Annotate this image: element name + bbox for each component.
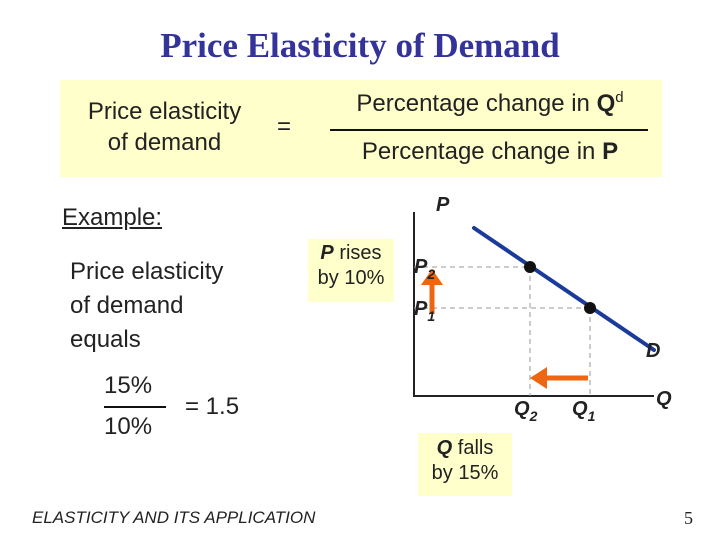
quantity-falls-callout: Q falls by 15% — [418, 433, 512, 496]
point-p1-q1 — [584, 302, 596, 314]
q2-base: Q — [514, 398, 530, 420]
example-heading: Example: — [62, 204, 163, 231]
example-denominator: 10% — [104, 413, 153, 440]
slide-footer: ELASTICITY AND ITS APPLICATION — [32, 508, 316, 527]
y-axis-label: P — [436, 194, 450, 216]
numerator-var: Q — [596, 90, 616, 117]
denominator-text: Percentage change in — [361, 138, 603, 165]
example-fraction-line — [104, 406, 166, 408]
q1-label: Q1 — [572, 398, 596, 424]
formula-equals: = — [277, 113, 292, 140]
quantity-callout-text: falls — [452, 437, 494, 459]
q2-label: Q2 — [514, 398, 538, 424]
formula-fraction-line — [330, 129, 648, 131]
formula-label-line2: of demand — [107, 129, 222, 156]
slide-title: Price Elasticity of Demand — [160, 26, 560, 65]
price-rises-callout: P rises by 10% — [308, 239, 394, 302]
q1-base: Q — [572, 398, 588, 420]
example-line1: Price elasticity — [70, 258, 224, 285]
denominator-var: P — [602, 138, 619, 165]
example-line2: of demand — [70, 292, 184, 319]
page-number: 5 — [684, 508, 693, 528]
formula-numerator: Percentage change in Qd — [330, 89, 650, 118]
example-line3: equals — [70, 326, 141, 353]
numerator-sup: d — [615, 89, 624, 106]
demand-label: D — [646, 340, 660, 362]
quantity-callout-var: Q — [436, 437, 453, 459]
x-axis-label: Q — [656, 388, 672, 410]
numerator-text: Percentage change in — [356, 90, 597, 117]
price-up-arrow-head — [421, 269, 443, 285]
example-numerator: 15% — [104, 372, 153, 399]
p2-label: P2 — [414, 256, 435, 282]
example-result: = 1.5 — [185, 393, 240, 420]
formula-box — [60, 80, 662, 177]
quantity-callout-line2: by 15% — [431, 462, 499, 484]
price-callout-text: rises — [333, 242, 382, 264]
formula-denominator: Percentage change in P — [330, 138, 650, 166]
q1-sub: 1 — [588, 408, 596, 424]
quantity-left-arrow-head — [530, 367, 547, 389]
p2-sub: 2 — [426, 266, 435, 282]
p1-base: P — [414, 298, 428, 320]
p1-sub: 1 — [427, 308, 435, 324]
demand-curve — [472, 226, 656, 352]
price-callout-line2: by 10% — [317, 267, 385, 289]
q2-sub: 2 — [529, 408, 538, 424]
p1-label: P1 — [414, 298, 435, 324]
point-p2-q2 — [524, 261, 536, 273]
p2-base: P — [414, 256, 428, 278]
formula-label: Price elasticity of demand — [62, 96, 267, 158]
example-text: Price elasticity of demand equals — [70, 255, 260, 357]
price-callout-var: P — [320, 242, 334, 264]
formula-label-line1: Price elasticity — [87, 98, 242, 125]
